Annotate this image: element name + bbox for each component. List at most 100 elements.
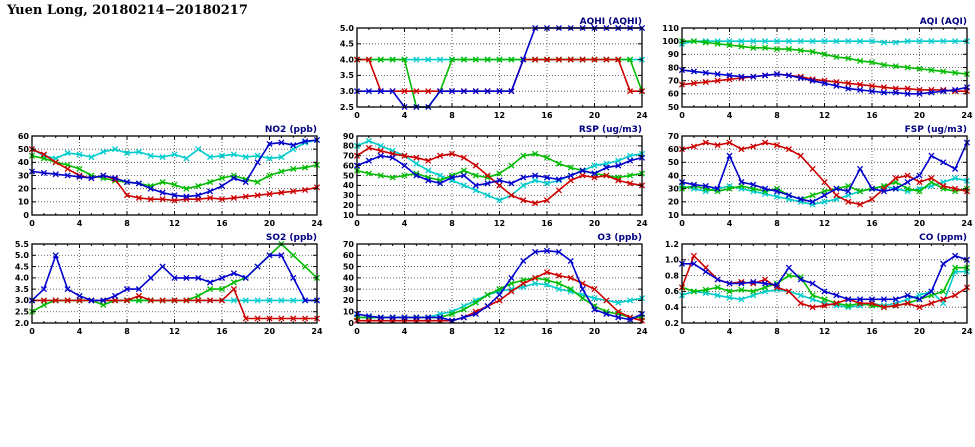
chart-so2: 2.0 2.5 3.0 3.5 4.0 4.5 5.0 5.5 0 4 8 12 16 20 24 SO2 (… xyxy=(2,231,327,339)
svg-text:SO2 (ppb): SO2 (ppb) xyxy=(266,233,317,243)
svg-text:12: 12 xyxy=(494,111,505,120)
svg-text:100: 100 xyxy=(662,37,679,46)
svg-text:4: 4 xyxy=(727,111,733,120)
svg-text:8: 8 xyxy=(774,111,780,120)
chart-svg: 0 10 20 30 40 50 60 70 0 4 8 12 16 20 24 O3 (ppb) xyxy=(343,233,648,336)
svg-text:20: 20 xyxy=(589,111,601,120)
svg-text:16: 16 xyxy=(541,219,553,228)
svg-text:10: 10 xyxy=(18,198,30,207)
svg-text:24: 24 xyxy=(311,219,323,228)
svg-text:0: 0 xyxy=(23,211,29,220)
svg-text:2.5: 2.5 xyxy=(340,103,355,112)
svg-text:12: 12 xyxy=(494,219,505,228)
svg-text:24: 24 xyxy=(636,327,648,336)
svg-text:20: 20 xyxy=(343,201,355,210)
svg-text:16: 16 xyxy=(866,219,878,228)
chart-o3: 0 10 20 30 40 50 60 70 0 4 8 12 16 20 24 O3 (ppb) xyxy=(327,231,652,339)
svg-text:4: 4 xyxy=(402,327,408,336)
svg-text:4.0: 4.0 xyxy=(340,55,355,64)
svg-text:80: 80 xyxy=(668,63,680,72)
svg-text:0: 0 xyxy=(679,219,685,228)
svg-text:3.5: 3.5 xyxy=(340,71,355,80)
svg-text:16: 16 xyxy=(216,219,228,228)
svg-text:4: 4 xyxy=(77,219,83,228)
svg-text:20: 20 xyxy=(668,198,680,207)
svg-text:20: 20 xyxy=(589,219,601,228)
svg-text:5.5: 5.5 xyxy=(15,240,30,249)
svg-text:12: 12 xyxy=(494,327,505,336)
svg-text:4: 4 xyxy=(402,111,408,120)
chart-fsp: 10 20 30 40 50 60 70 0 4 8 12 16 20 24 FSP (ug/m3) xyxy=(652,123,975,231)
svg-text:60: 60 xyxy=(343,251,355,260)
svg-text:4: 4 xyxy=(77,327,83,336)
svg-text:16: 16 xyxy=(866,327,878,336)
svg-text:1.0: 1.0 xyxy=(665,256,680,265)
chart-rsp: 10 20 30 40 50 60 70 80 90 0 4 8 12 16 20 24 RSP (ug/m3) xyxy=(327,123,652,231)
svg-text:0: 0 xyxy=(348,319,354,328)
svg-text:60: 60 xyxy=(18,132,30,141)
svg-text:0: 0 xyxy=(679,327,685,336)
svg-text:16: 16 xyxy=(541,111,553,120)
svg-text:50: 50 xyxy=(18,145,30,154)
svg-text:60: 60 xyxy=(668,145,680,154)
svg-text:CO (ppm): CO (ppm) xyxy=(919,233,967,243)
svg-text:20: 20 xyxy=(264,327,276,336)
svg-text:RSP (ug/m3): RSP (ug/m3) xyxy=(579,125,642,135)
chart-svg: 10 20 30 40 50 60 70 0 4 8 12 16 20 24 FSP (ug/m3) xyxy=(668,125,973,228)
svg-text:24: 24 xyxy=(636,219,648,228)
svg-text:20: 20 xyxy=(264,219,276,228)
svg-text:0.4: 0.4 xyxy=(665,303,680,312)
svg-text:12: 12 xyxy=(819,111,830,120)
svg-text:12: 12 xyxy=(819,219,830,228)
svg-text:24: 24 xyxy=(961,327,973,336)
svg-text:24: 24 xyxy=(636,111,648,120)
svg-text:0: 0 xyxy=(354,219,360,228)
svg-text:4: 4 xyxy=(727,219,733,228)
chart-svg: 0.2 0.4 0.6 0.8 1.0 1.2 0 4 8 12 16 20 24 CO (ppm) xyxy=(665,233,973,336)
svg-text:30: 30 xyxy=(343,191,355,200)
svg-text:8: 8 xyxy=(124,327,130,336)
svg-text:30: 30 xyxy=(18,171,30,180)
svg-text:20: 20 xyxy=(18,184,30,193)
svg-text:2.5: 2.5 xyxy=(15,308,30,317)
svg-text:80: 80 xyxy=(343,142,355,151)
chart-no2: 0 10 20 30 40 50 60 0 4 8 12 16 20 24 NO2 (ppb) xyxy=(2,123,327,231)
svg-text:3.0: 3.0 xyxy=(340,87,355,96)
svg-text:20: 20 xyxy=(914,327,926,336)
svg-text:3.0: 3.0 xyxy=(15,296,30,305)
svg-text:30: 30 xyxy=(668,184,680,193)
svg-text:70: 70 xyxy=(668,76,680,85)
svg-text:50: 50 xyxy=(343,171,355,180)
svg-text:60: 60 xyxy=(343,161,355,170)
svg-text:8: 8 xyxy=(774,219,780,228)
svg-text:20: 20 xyxy=(914,219,926,228)
svg-text:FSP (ug/m3): FSP (ug/m3) xyxy=(905,125,967,135)
svg-text:12: 12 xyxy=(819,327,830,336)
svg-text:70: 70 xyxy=(343,240,355,249)
svg-text:4: 4 xyxy=(727,327,733,336)
svg-text:4.5: 4.5 xyxy=(340,40,355,49)
svg-text:12: 12 xyxy=(169,219,180,228)
svg-text:24: 24 xyxy=(961,111,973,120)
svg-text:5.0: 5.0 xyxy=(15,251,30,260)
chart-svg: 50 60 70 80 90 100 110 0 4 8 12 16 20 24 AQI (AQI) xyxy=(662,17,973,120)
svg-text:5.0: 5.0 xyxy=(340,24,355,33)
svg-text:20: 20 xyxy=(343,296,355,305)
svg-text:90: 90 xyxy=(343,132,355,141)
svg-text:8: 8 xyxy=(774,327,780,336)
chart-svg: 0 10 20 30 40 50 60 0 4 8 12 16 20 24 NO2 (ppb) xyxy=(18,125,323,228)
svg-text:50: 50 xyxy=(343,262,355,271)
svg-text:8: 8 xyxy=(449,111,455,120)
svg-text:110: 110 xyxy=(662,24,679,33)
svg-text:24: 24 xyxy=(961,219,973,228)
svg-text:0: 0 xyxy=(354,327,360,336)
svg-text:1.2: 1.2 xyxy=(665,240,679,249)
svg-text:8: 8 xyxy=(124,219,130,228)
svg-text:10: 10 xyxy=(343,211,355,220)
svg-text:40: 40 xyxy=(18,158,30,167)
chart-svg: 2.0 2.5 3.0 3.5 4.0 4.5 5.0 5.5 0 4 8 12 16 20 24 SO2 (… xyxy=(15,233,323,336)
svg-text:40: 40 xyxy=(668,171,680,180)
svg-text:8: 8 xyxy=(449,219,455,228)
svg-text:30: 30 xyxy=(343,285,355,294)
empty-cell xyxy=(2,15,327,123)
